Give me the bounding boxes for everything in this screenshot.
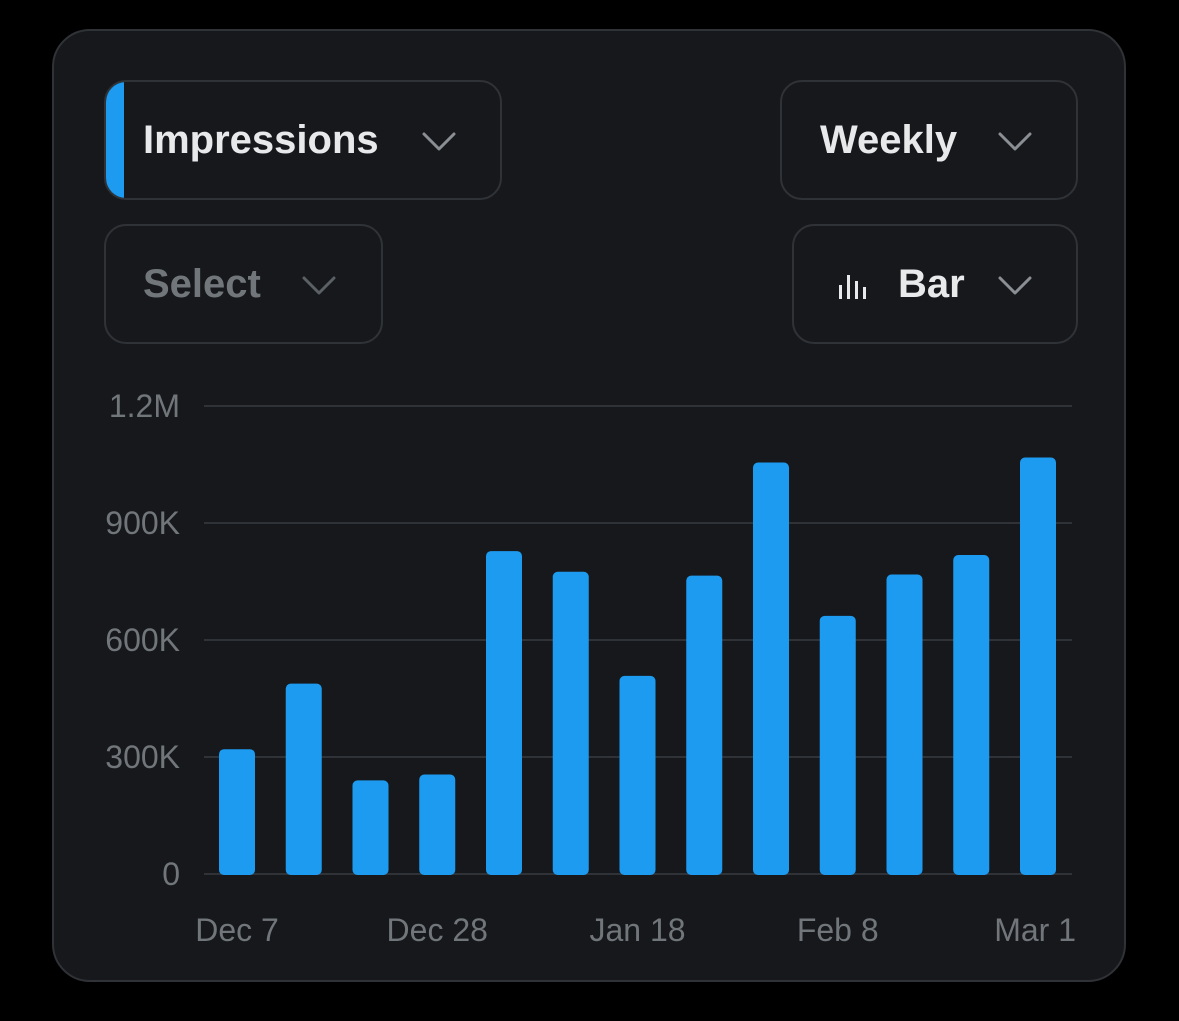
metric-dropdown[interactable]: Impressions: [104, 80, 502, 200]
metric-dropdown-label: Impressions: [143, 118, 379, 162]
bar: [1020, 457, 1056, 875]
y-tick-label: 300K: [105, 739, 180, 775]
bar: [953, 554, 990, 875]
chevron-down-icon: [998, 132, 1032, 151]
y-tick-label: 1.2M: [109, 388, 180, 424]
chevron-down-icon: [998, 276, 1032, 295]
period-dropdown-label: Weekly: [820, 118, 958, 162]
bar: [619, 675, 656, 875]
y-tick-label: 900K: [105, 505, 180, 541]
bar: [352, 780, 389, 875]
x-tick-label: Mar 1: [994, 912, 1076, 948]
x-tick-label: Dec 28: [387, 912, 488, 948]
period-dropdown[interactable]: Weekly: [780, 80, 1078, 200]
y-tick-label: 600K: [105, 622, 180, 658]
bar: [419, 774, 456, 875]
y-tick-label: 0: [162, 856, 180, 892]
impressions-bar-chart: 0 300K 600K 900K 1.2M Dec 7 Dec 28 Jan 18 Feb 8 M…: [105, 388, 1076, 948]
bar: [753, 462, 789, 875]
chevron-down-icon: [422, 132, 456, 151]
x-tick-label: Dec 7: [195, 912, 279, 948]
chart-type-dropdown[interactable]: Bar: [792, 224, 1078, 344]
compare-dropdown[interactable]: Select: [104, 224, 383, 344]
metric-color-indicator: [106, 82, 124, 198]
bar: [552, 571, 589, 875]
bar: [819, 615, 856, 875]
bar: [219, 749, 255, 875]
compare-dropdown-placeholder: Select: [143, 262, 261, 306]
bar: [886, 574, 923, 875]
bar: [285, 683, 322, 875]
chart-type-dropdown-label: Bar: [898, 262, 965, 306]
chevron-down-icon: [302, 276, 336, 295]
bar: [686, 575, 723, 875]
bar-chart-icon: [839, 275, 866, 299]
x-tick-label: Jan 18: [589, 912, 685, 948]
x-tick-label: Feb 8: [797, 912, 879, 948]
analytics-card: Impressions Weekly Select Bar 0 300K 600K 9…: [52, 29, 1126, 982]
bar: [486, 551, 522, 875]
